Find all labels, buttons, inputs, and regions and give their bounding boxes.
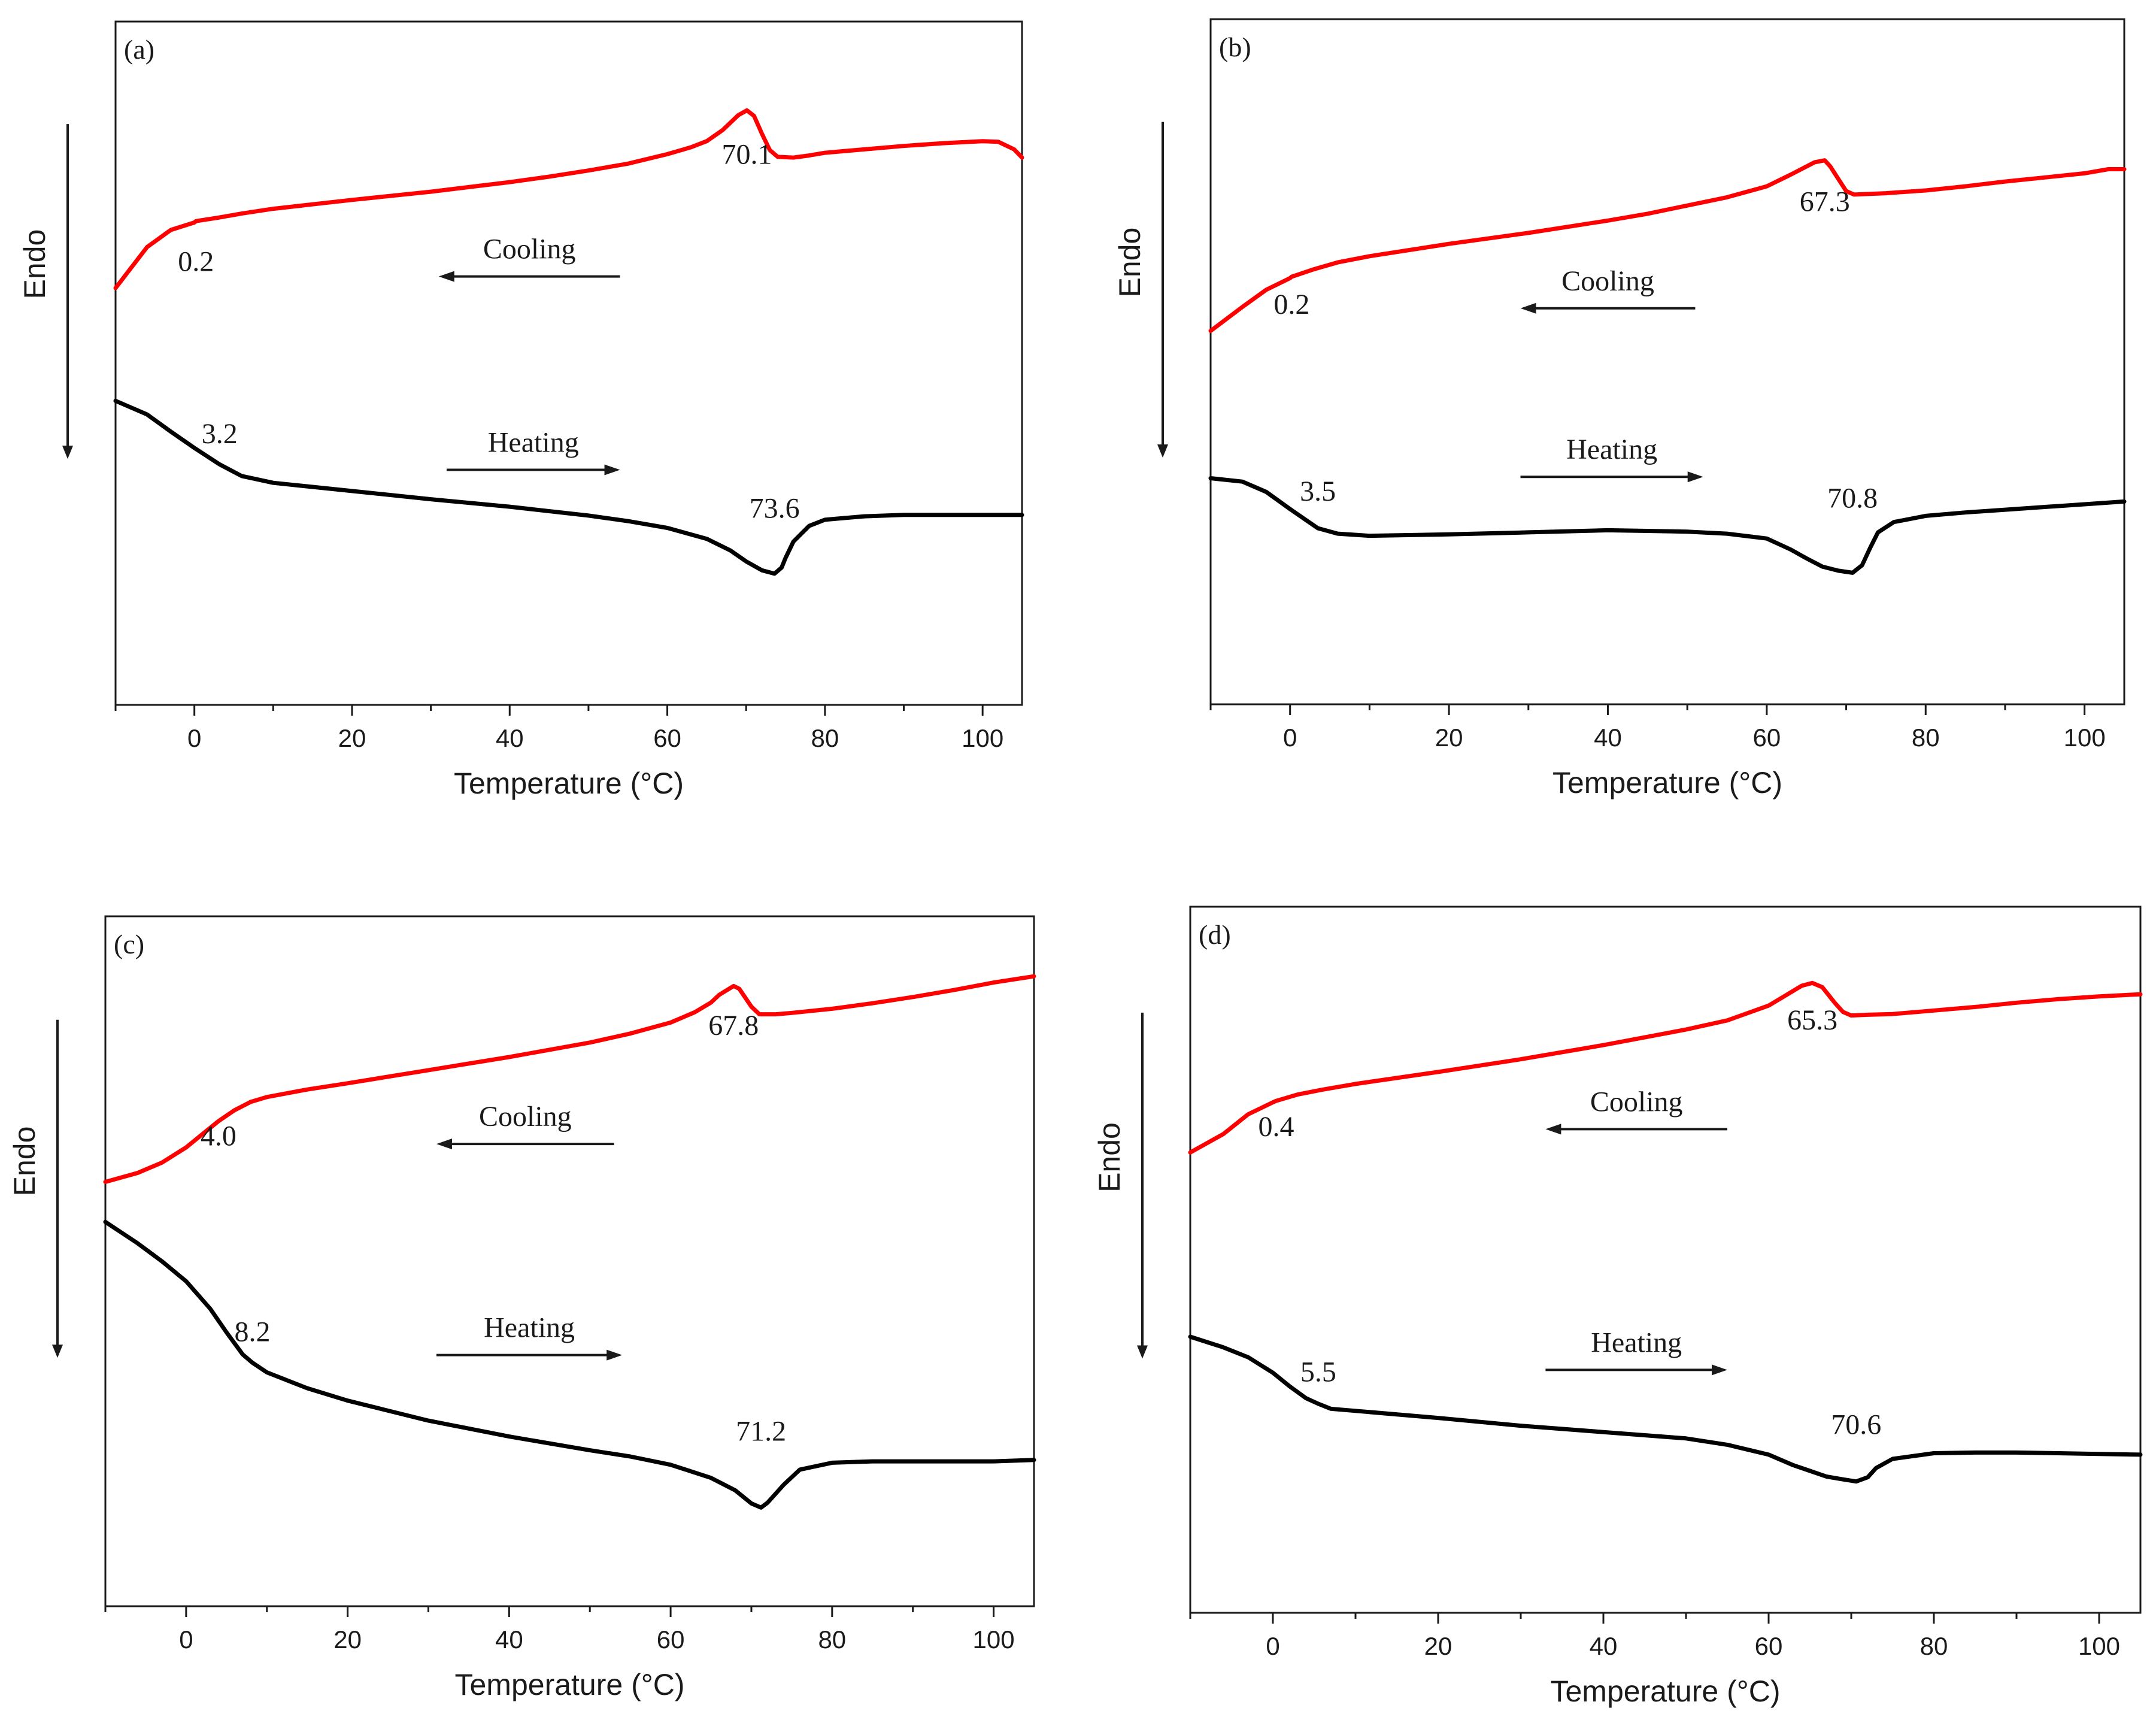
heating-curve bbox=[103, 1219, 1036, 1510]
peak-value-label: 73.6 bbox=[750, 492, 800, 524]
cooling-arrow-head bbox=[438, 271, 454, 282]
x-tick-label: 80 bbox=[1920, 1632, 1948, 1660]
x-tick-label: 0 bbox=[179, 1625, 193, 1654]
plot-frame bbox=[104, 915, 1035, 1607]
x-tick-label: 60 bbox=[657, 1625, 685, 1654]
peak-value-label: 8.2 bbox=[234, 1316, 270, 1348]
peak-value-label: 0.2 bbox=[1273, 289, 1309, 320]
cooling-curve bbox=[113, 108, 1024, 290]
x-tick-label: 20 bbox=[1435, 723, 1463, 752]
plot-frame bbox=[114, 20, 1023, 706]
x-tick-label: 0 bbox=[1266, 1632, 1279, 1660]
endo-arrow-head bbox=[1157, 444, 1168, 458]
x-axis-title: Temperature (°C) bbox=[1552, 766, 1782, 800]
heating-label: Heating bbox=[1566, 434, 1657, 465]
heating-label: Heating bbox=[1591, 1327, 1682, 1358]
peak-value-label: 70.6 bbox=[1831, 1409, 1881, 1441]
x-tick-label: 40 bbox=[1590, 1632, 1618, 1660]
x-tick-label: 40 bbox=[495, 1625, 523, 1654]
panel-d: 0 20 40 60 80 100 Temperature (°C) Endo 65.3 0.4 5… bbox=[1093, 906, 2143, 1708]
heating-label: Heating bbox=[488, 426, 579, 458]
peak-value-label: 71.2 bbox=[736, 1416, 786, 1448]
x-tick-label: 100 bbox=[973, 1625, 1015, 1654]
y-axis-title: Endo bbox=[18, 229, 51, 299]
x-tick-label: 100 bbox=[962, 724, 1003, 752]
x-tick-label: 80 bbox=[1912, 723, 1940, 752]
cooling-curve bbox=[1208, 158, 2127, 333]
heating-curve bbox=[113, 398, 1024, 576]
peak-value-label: 3.2 bbox=[202, 418, 238, 450]
heating-arrow-head bbox=[607, 1349, 623, 1361]
peak-value-label: 0.4 bbox=[1259, 1111, 1294, 1143]
plot-frame bbox=[1189, 906, 2142, 1614]
cooling-arrow-head bbox=[436, 1138, 452, 1150]
endo-arrow-head bbox=[52, 1345, 63, 1358]
panel-b: 0 20 40 60 80 100 Temperature (°C) Endo 67.3 0.2 3… bbox=[1113, 18, 2127, 800]
y-axis-title: Endo bbox=[1113, 228, 1147, 298]
peak-value-label: 67.3 bbox=[1800, 186, 1850, 217]
y-axis-title: Endo bbox=[8, 1127, 41, 1197]
x-tick-label: 60 bbox=[1753, 723, 1781, 752]
panel-label: (a) bbox=[124, 34, 154, 65]
cooling-curve bbox=[103, 974, 1036, 1184]
cooling-arrow-head bbox=[1545, 1124, 1561, 1135]
peak-value-label: 5.5 bbox=[1300, 1356, 1336, 1388]
x-tick-label: 0 bbox=[187, 724, 201, 752]
heating-label: Heating bbox=[484, 1312, 575, 1344]
peak-value-label: 70.8 bbox=[1827, 483, 1878, 514]
peak-value-label: 0.2 bbox=[178, 246, 214, 277]
plot-frame bbox=[1209, 18, 2125, 705]
x-tick-label: 80 bbox=[811, 724, 839, 752]
endo-arrow-head bbox=[62, 446, 73, 459]
heating-arrow-head bbox=[604, 464, 620, 476]
cooling-label: Cooling bbox=[1590, 1086, 1683, 1118]
cooling-curve bbox=[1188, 980, 2143, 1155]
panel-c: 0 20 40 60 80 100 Temperature (°C) Endo 67.8 4.0 8… bbox=[8, 915, 1036, 1701]
x-tick-label: 80 bbox=[818, 1625, 846, 1654]
peak-value-label: 65.3 bbox=[1787, 1004, 1837, 1036]
cooling-label: Cooling bbox=[479, 1101, 572, 1133]
heating-arrow-head bbox=[1687, 471, 1703, 483]
heating-curve bbox=[1188, 1334, 2143, 1484]
x-tick-label: 60 bbox=[653, 724, 681, 752]
x-tick-label: 40 bbox=[1594, 723, 1622, 752]
panel-a: 0 20 40 60 80 100 Temperature (°C) Endo 70.1 0.2 3… bbox=[18, 20, 1024, 800]
x-tick-label: 20 bbox=[333, 1625, 362, 1654]
panel-label: (c) bbox=[114, 929, 144, 959]
x-tick-label: 20 bbox=[338, 724, 366, 752]
peak-value-label: 3.5 bbox=[1300, 476, 1336, 507]
cooling-arrow-head bbox=[1520, 302, 1536, 314]
heating-arrow-head bbox=[1712, 1364, 1727, 1376]
y-axis-title: Endo bbox=[1093, 1122, 1126, 1192]
heating-curve bbox=[1208, 476, 2127, 575]
x-tick-label: 40 bbox=[496, 724, 524, 752]
x-tick-label: 100 bbox=[2064, 723, 2106, 752]
panel-label: (b) bbox=[1219, 32, 1251, 62]
x-axis-title: Temperature (°C) bbox=[455, 1668, 685, 1701]
x-tick-label: 60 bbox=[1755, 1632, 1783, 1660]
panel-label: (d) bbox=[1199, 919, 1231, 950]
x-tick-label: 100 bbox=[2078, 1632, 2120, 1660]
x-axis-title: Temperature (°C) bbox=[1551, 1675, 1781, 1708]
endo-arrow-head bbox=[1137, 1345, 1148, 1359]
peak-value-label: 67.8 bbox=[708, 1010, 759, 1041]
cooling-label: Cooling bbox=[1561, 265, 1654, 297]
peak-value-label: 70.1 bbox=[722, 138, 772, 170]
x-tick-label: 20 bbox=[1424, 1632, 1453, 1660]
x-axis-title: Temperature (°C) bbox=[454, 767, 684, 800]
cooling-label: Cooling bbox=[483, 234, 576, 265]
x-tick-label: 0 bbox=[1283, 723, 1297, 752]
peak-value-label: 4.0 bbox=[201, 1120, 236, 1152]
